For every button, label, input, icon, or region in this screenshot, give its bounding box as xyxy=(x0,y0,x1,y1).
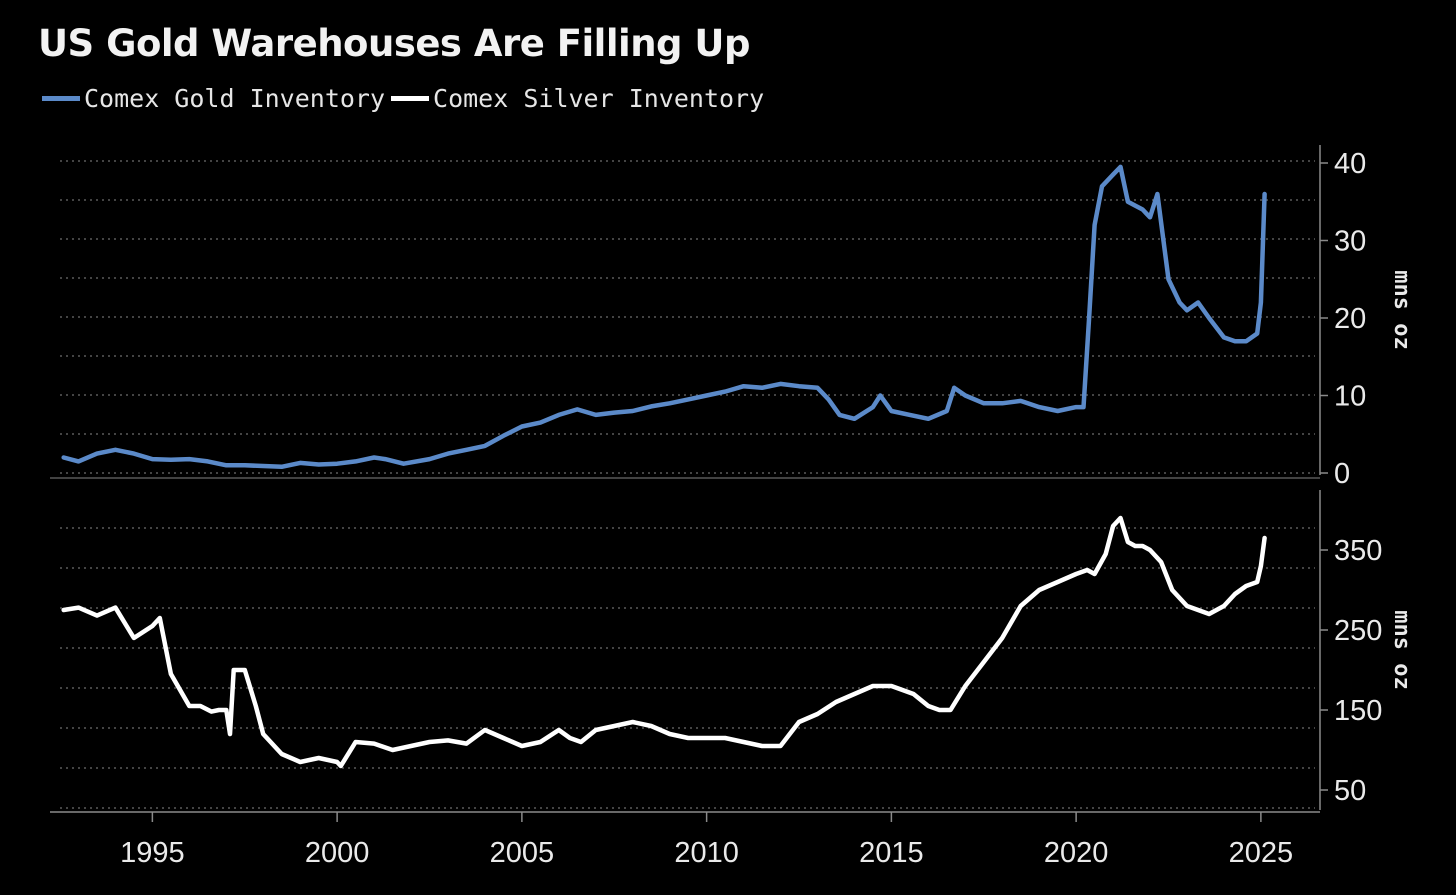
gold-series-line xyxy=(61,164,1267,470)
y-tick-label: 30 xyxy=(1334,226,1366,258)
legend-swatch-gold xyxy=(42,96,80,101)
y-tick-label: 20 xyxy=(1334,303,1366,335)
y-tick-label: 50 xyxy=(1334,775,1366,807)
x-tick-label: 2025 xyxy=(1229,837,1294,869)
y-unit-label: mns oz xyxy=(1389,270,1414,349)
silver-series-line xyxy=(61,515,1267,769)
y-tick-label: 0 xyxy=(1334,458,1350,490)
x-tick-label: 1995 xyxy=(120,837,185,869)
chart-title: US Gold Warehouses Are Filling Up xyxy=(38,22,750,65)
legend-swatch-silver xyxy=(391,96,430,101)
legend-item-silver: Comex Silver Inventory xyxy=(391,84,764,113)
legend-label-silver: Comex Silver Inventory xyxy=(433,84,765,113)
x-tick-label: 2010 xyxy=(674,837,739,869)
x-tick-label: 2015 xyxy=(859,837,924,869)
y-tick-label: 150 xyxy=(1334,695,1382,727)
y-tick-label: 250 xyxy=(1334,615,1382,647)
legend-item-gold: Comex Gold Inventory xyxy=(42,84,385,113)
y-tick-label: 10 xyxy=(1334,381,1366,413)
y-tick-label: 350 xyxy=(1334,535,1382,567)
x-tick-label: 2020 xyxy=(1044,837,1109,869)
legend: Comex Gold Inventory Comex Silver Invent… xyxy=(42,84,770,113)
y-unit-label: mns oz xyxy=(1389,610,1414,689)
legend-label-gold: Comex Gold Inventory xyxy=(84,84,386,113)
x-tick-label: 2000 xyxy=(305,837,370,869)
x-tick-label: 2005 xyxy=(490,837,555,869)
y-tick-label: 40 xyxy=(1334,148,1366,180)
